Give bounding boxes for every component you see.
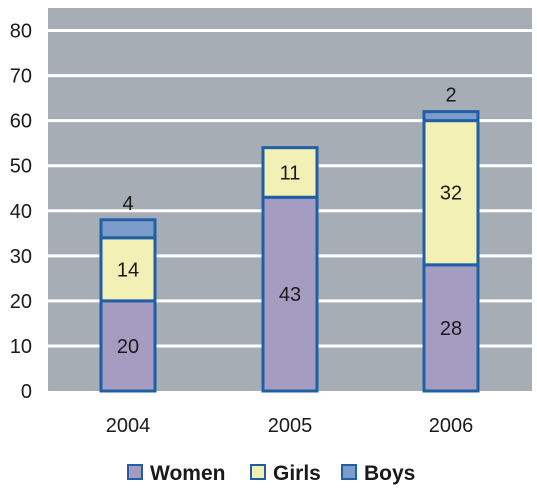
y-axis-ticks: 0 10 20 30 40 50 60 70 80 bbox=[10, 21, 32, 404]
legend-swatch-women bbox=[127, 464, 143, 480]
legend-label-boys: Boys bbox=[364, 462, 415, 485]
legend-label-girls: Girls bbox=[273, 462, 321, 485]
bar-segment-women-2004 bbox=[99, 299, 157, 393]
data-label-boys-2006: 2 bbox=[445, 85, 456, 107]
y-tick-label: 20 bbox=[10, 291, 32, 313]
y-tick-label: 60 bbox=[10, 111, 32, 133]
bar-segment-women-2005 bbox=[261, 195, 319, 393]
y-tick-label: 80 bbox=[10, 21, 32, 43]
legend-label-women: Women bbox=[150, 462, 225, 485]
y-tick-label: 40 bbox=[10, 201, 32, 223]
y-tick-label: 30 bbox=[10, 246, 32, 268]
x-tick-label: 2006 bbox=[429, 415, 474, 437]
y-tick-label: 0 bbox=[21, 381, 32, 403]
bar-segment-girls-2005 bbox=[261, 146, 319, 199]
data-label-women-2006: 28 bbox=[440, 318, 462, 340]
y-tick-label: 10 bbox=[10, 336, 32, 358]
legend-swatch-girls bbox=[250, 464, 266, 480]
bar-segment-girls-2006 bbox=[422, 119, 480, 267]
legend: Women Girls Boys bbox=[127, 462, 415, 485]
data-label-women-2004: 20 bbox=[117, 336, 139, 358]
bar-segment-women-2006 bbox=[422, 263, 480, 393]
y-tick-label: 70 bbox=[10, 66, 32, 88]
bar-segment-boys-2004 bbox=[99, 218, 157, 240]
legend-swatch-boys bbox=[341, 464, 357, 480]
data-labels: 20 14 4 43 11 28 32 2 bbox=[117, 85, 462, 358]
x-tick-label: 2004 bbox=[106, 415, 151, 437]
data-label-girls-2005: 11 bbox=[280, 162, 301, 184]
data-label-women-2005: 43 bbox=[279, 284, 301, 306]
data-label-boys-2004: 4 bbox=[122, 193, 133, 215]
data-label-girls-2006: 32 bbox=[440, 183, 462, 205]
bar-segment-girls-2004 bbox=[99, 236, 157, 303]
x-tick-label: 2005 bbox=[268, 415, 313, 437]
bars bbox=[99, 110, 480, 393]
data-label-girls-2004: 14 bbox=[117, 259, 139, 281]
bar-segment-boys-2006 bbox=[422, 110, 480, 123]
x-axis-ticks: 2004 2005 2006 bbox=[106, 415, 474, 437]
y-tick-label: 50 bbox=[10, 156, 32, 178]
